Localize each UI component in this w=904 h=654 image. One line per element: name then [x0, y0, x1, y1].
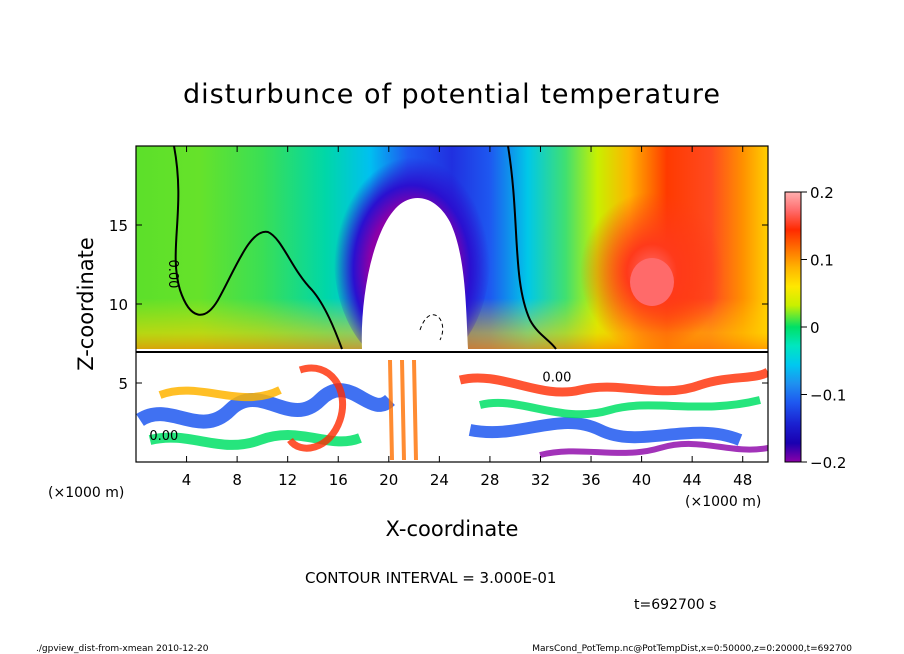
x-tick-label: 24: [430, 471, 449, 489]
colorbar: [784, 191, 802, 463]
y-axis-label: Z-coordinate: [74, 237, 98, 371]
x-axis: 4 8 12 16 20 24 28 32 36 40 44 48: [182, 146, 752, 489]
contour-label: 0.00: [542, 370, 571, 385]
x-tick-label: 12: [278, 471, 297, 489]
x-tick-label: 48: [733, 471, 752, 489]
x-unit-right: (×1000 m): [685, 494, 761, 510]
colorbar-tick-label: −0.2: [810, 454, 846, 472]
x-tick-label: 36: [581, 471, 600, 489]
x-tick-label: 32: [531, 471, 550, 489]
colorbar-tick-label: 0: [810, 319, 820, 337]
x-tick-label: 44: [683, 471, 702, 489]
x-axis-label: X-coordinate: [386, 517, 519, 541]
x-tick-label: 4: [182, 471, 192, 489]
footer-right: MarsCond_PotTemp.nc@PotTempDist,x=0:5000…: [532, 644, 852, 654]
colorbar-tick-label: −0.1: [810, 387, 846, 405]
x-tick-label: 20: [379, 471, 398, 489]
x-tick-label: 8: [232, 471, 242, 489]
footer-left: ./gpview_dist-from-xmean 2010-12-20: [36, 644, 209, 654]
x-tick-label: 16: [329, 471, 348, 489]
plot-field: [136, 146, 768, 462]
chart-title: disturbunce of potential temperature: [183, 79, 721, 110]
y-tick-label: 5: [118, 375, 128, 393]
y-tick-label: 15: [109, 217, 128, 235]
x-unit-left: (×1000 m): [48, 485, 124, 501]
colorbar-tick-label: 0.2: [810, 184, 834, 202]
y-axis: 5 10 15: [109, 217, 768, 393]
colorbar-ticks: 0.2 0.1 0 −0.1 −0.2: [801, 184, 846, 472]
x-tick-label: 40: [632, 471, 651, 489]
time-label: t=692700 s: [634, 597, 716, 613]
colorbar-tick-label: 0.1: [810, 252, 834, 270]
contour-labels: 0.00 0.00 0.00: [149, 260, 571, 444]
contour-interval: CONTOUR INTERVAL = 3.000E-01: [305, 569, 556, 587]
y-tick-label: 10: [109, 296, 128, 314]
x-tick-label: 28: [480, 471, 499, 489]
contour-label: 0.00: [165, 260, 180, 289]
contour-label: 0.00: [149, 429, 178, 444]
